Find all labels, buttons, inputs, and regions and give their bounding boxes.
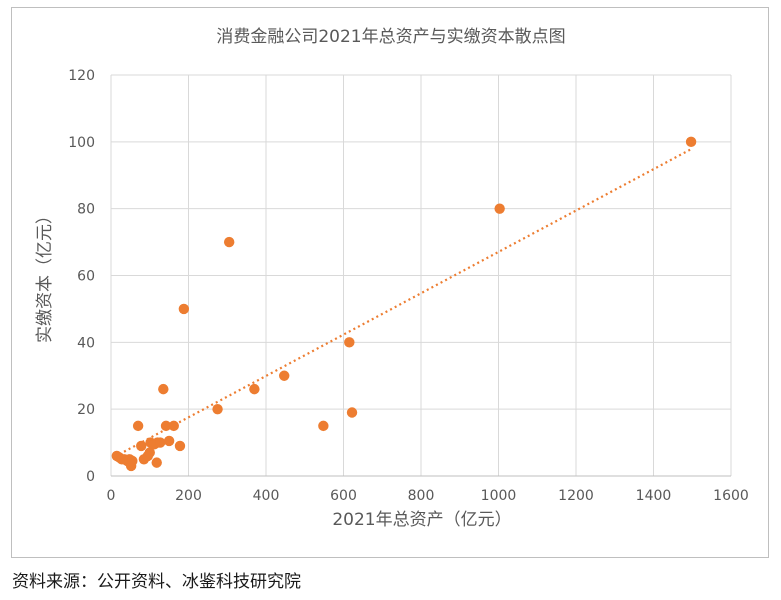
x-tick-labels: 0 200 400 600 800 1000 1200 1400 1600 [107, 488, 749, 504]
chart-title: 消费金融公司2021年总资产与实缴资本散点图 [216, 27, 565, 47]
x-tick-label: 1000 [481, 488, 517, 504]
data-point-12 [144, 447, 155, 458]
data-point-17 [155, 437, 166, 448]
data-point-26 [249, 383, 260, 395]
y-tick-label: 120 [68, 68, 95, 84]
x-tick-label: 600 [330, 488, 357, 504]
data-points [111, 136, 697, 472]
y-axis-label: 实缴资本（亿元） [35, 207, 55, 343]
data-point-23 [178, 303, 190, 315]
data-point-32 [685, 136, 697, 148]
data-point-16 [151, 457, 162, 468]
x-tick-label: 400 [253, 488, 280, 504]
x-axis-label: 2021年总资产（亿元） [332, 510, 511, 530]
y-tick-label: 80 [77, 202, 95, 218]
data-point-9 [136, 440, 147, 452]
data-point-20 [163, 435, 175, 447]
data-point-29 [344, 337, 355, 348]
chart-frame: 消费金融公司2021年总资产与实缴资本散点图 0 200 400 600 800 1000… [11, 7, 769, 558]
y-tick-label: 100 [68, 135, 95, 151]
data-point-8 [132, 420, 144, 432]
data-point-24 [212, 403, 223, 415]
y-tick-label: 20 [77, 402, 95, 418]
data-point-30 [346, 407, 358, 418]
x-tick-label: 1200 [558, 488, 594, 504]
scatter-chart: 消费金融公司2021年总资产与实缴资本散点图 0 200 400 600 800 1000… [35, 27, 749, 530]
trendline [114, 147, 693, 458]
x-tick-label: 1600 [713, 488, 749, 504]
x-tick-label: 800 [408, 488, 435, 504]
data-point-21 [168, 420, 179, 432]
y-tick-label: 60 [77, 269, 95, 285]
x-tick-label: 1400 [636, 488, 672, 504]
y-tick-label: 40 [77, 335, 95, 351]
y-tick-labels: 0 20 40 60 80 100 120 [68, 68, 95, 485]
y-tick-label: 0 [86, 469, 95, 485]
data-point-25 [223, 236, 235, 248]
source-note: 资料来源：公开资料、冰鉴科技研究院 [12, 572, 301, 592]
x-tick-label: 200 [175, 488, 202, 504]
data-point-28 [318, 420, 329, 432]
data-point-19 [160, 420, 172, 432]
data-point-18 [158, 383, 169, 395]
data-point-31 [494, 203, 505, 214]
data-point-22 [174, 440, 186, 452]
data-point-27 [279, 370, 290, 381]
x-tick-label: 0 [107, 488, 116, 504]
grid-lines [110, 74, 732, 477]
data-point-7 [127, 455, 138, 467]
